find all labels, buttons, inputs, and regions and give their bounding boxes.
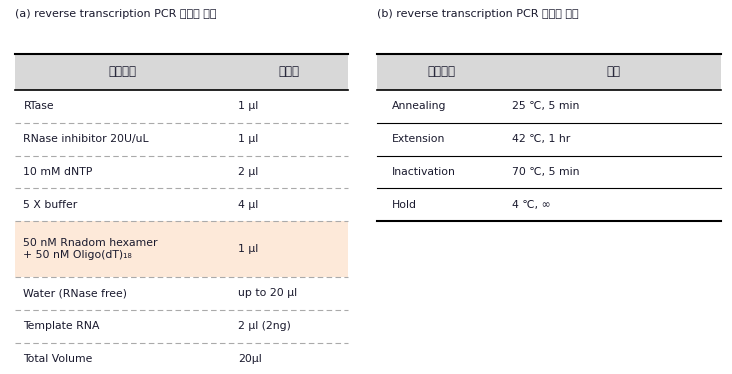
Text: 42 ℃, 1 hr: 42 ℃, 1 hr [512, 134, 571, 144]
Text: 20μl: 20μl [238, 354, 261, 364]
Text: 1 μl: 1 μl [238, 134, 258, 144]
Text: (a) reverse transcription PCR 반응액 조성: (a) reverse transcription PCR 반응액 조성 [15, 9, 216, 19]
Text: 쳊가량: 쳊가량 [279, 65, 299, 79]
Text: Total Volume: Total Volume [23, 354, 93, 364]
Text: 2 μl (2ng): 2 μl (2ng) [238, 321, 291, 331]
Text: 반응물질: 반응물질 [108, 65, 137, 79]
Bar [377, 54, 721, 90]
Text: Extension: Extension [392, 134, 445, 144]
Text: Water (RNase free): Water (RNase free) [23, 288, 127, 298]
Bar [15, 54, 348, 90]
Text: 1 μl: 1 μl [238, 101, 258, 111]
Text: 1 μl: 1 μl [238, 244, 258, 254]
Text: 조건: 조건 [606, 65, 620, 79]
Text: 70 ℃, 5 min: 70 ℃, 5 min [512, 167, 580, 177]
Text: 25 ℃, 5 min: 25 ℃, 5 min [512, 101, 580, 111]
Text: Template RNA: Template RNA [23, 321, 100, 331]
Text: Hold: Hold [392, 200, 417, 210]
Bar [15, 221, 348, 277]
Text: Annealing: Annealing [392, 101, 446, 111]
Text: 2 μl: 2 μl [238, 167, 258, 177]
Text: 반응단계: 반응단계 [427, 65, 455, 79]
Text: Inactivation: Inactivation [392, 167, 455, 177]
Text: RTase: RTase [23, 101, 54, 111]
Text: 4 μl: 4 μl [238, 200, 258, 210]
Text: 10 mM dNTP: 10 mM dNTP [23, 167, 93, 177]
Text: (b) reverse transcription PCR 반응액 조건: (b) reverse transcription PCR 반응액 조건 [377, 9, 578, 19]
Text: 5 X buffer: 5 X buffer [23, 200, 78, 210]
Text: RNase inhibitor 20U/uL: RNase inhibitor 20U/uL [23, 134, 149, 144]
Text: up to 20 μl: up to 20 μl [238, 288, 297, 298]
Text: 4 ℃, ∞: 4 ℃, ∞ [512, 200, 551, 210]
Text: 50 nM Rnadom hexamer
+ 50 nM Oligo(dT)₁₈: 50 nM Rnadom hexamer + 50 nM Oligo(dT)₁₈ [23, 238, 158, 260]
